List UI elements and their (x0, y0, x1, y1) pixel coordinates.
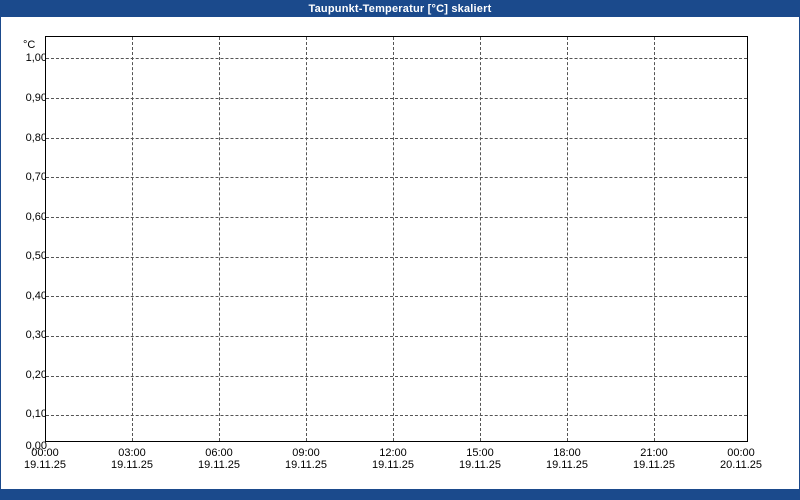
y-tick-label: 0,30 (25, 329, 47, 341)
y-tick-label: 0,40 (25, 290, 47, 302)
page-title: Taupunkt-Temperatur [°C] skaliert (308, 3, 492, 15)
x-tick-label: 03:00 19.11.25 (110, 447, 153, 471)
data-series-layer (46, 37, 747, 441)
y-tick-label: 0,70 (25, 171, 47, 183)
y-tick-label: 0,50 (25, 250, 47, 262)
x-tick-label: 21:00 19.11.25 (632, 447, 675, 471)
y-tick-label: 1,00 (25, 52, 47, 64)
y-tick-label: 0,00 (25, 440, 47, 452)
window-title-bar: Taupunkt-Temperatur [°C] skaliert (1, 1, 799, 17)
x-tick-label: 12:00 19.11.25 (371, 447, 414, 471)
window-bottom-bar (1, 489, 799, 499)
x-tick-label: 00:00 20.11.25 (719, 447, 762, 471)
x-tick-label: 09:00 19.11.25 (284, 447, 327, 471)
x-tick-label: 00:00 19.11.25 (23, 447, 66, 471)
y-tick-label: 0,10 (25, 408, 47, 420)
y-axis-unit-label: °C (23, 39, 36, 51)
x-tick-label: 06:00 19.11.25 (197, 447, 240, 471)
y-tick-label: 0,90 (25, 92, 47, 104)
y-tick-label: 0,80 (25, 132, 47, 144)
plot-area (45, 36, 748, 442)
x-tick-label: 18:00 19.11.25 (545, 447, 588, 471)
y-tick-label: 0,20 (25, 369, 47, 381)
x-tick-label: 15:00 19.11.25 (458, 447, 501, 471)
y-tick-label: 0,60 (25, 211, 47, 223)
